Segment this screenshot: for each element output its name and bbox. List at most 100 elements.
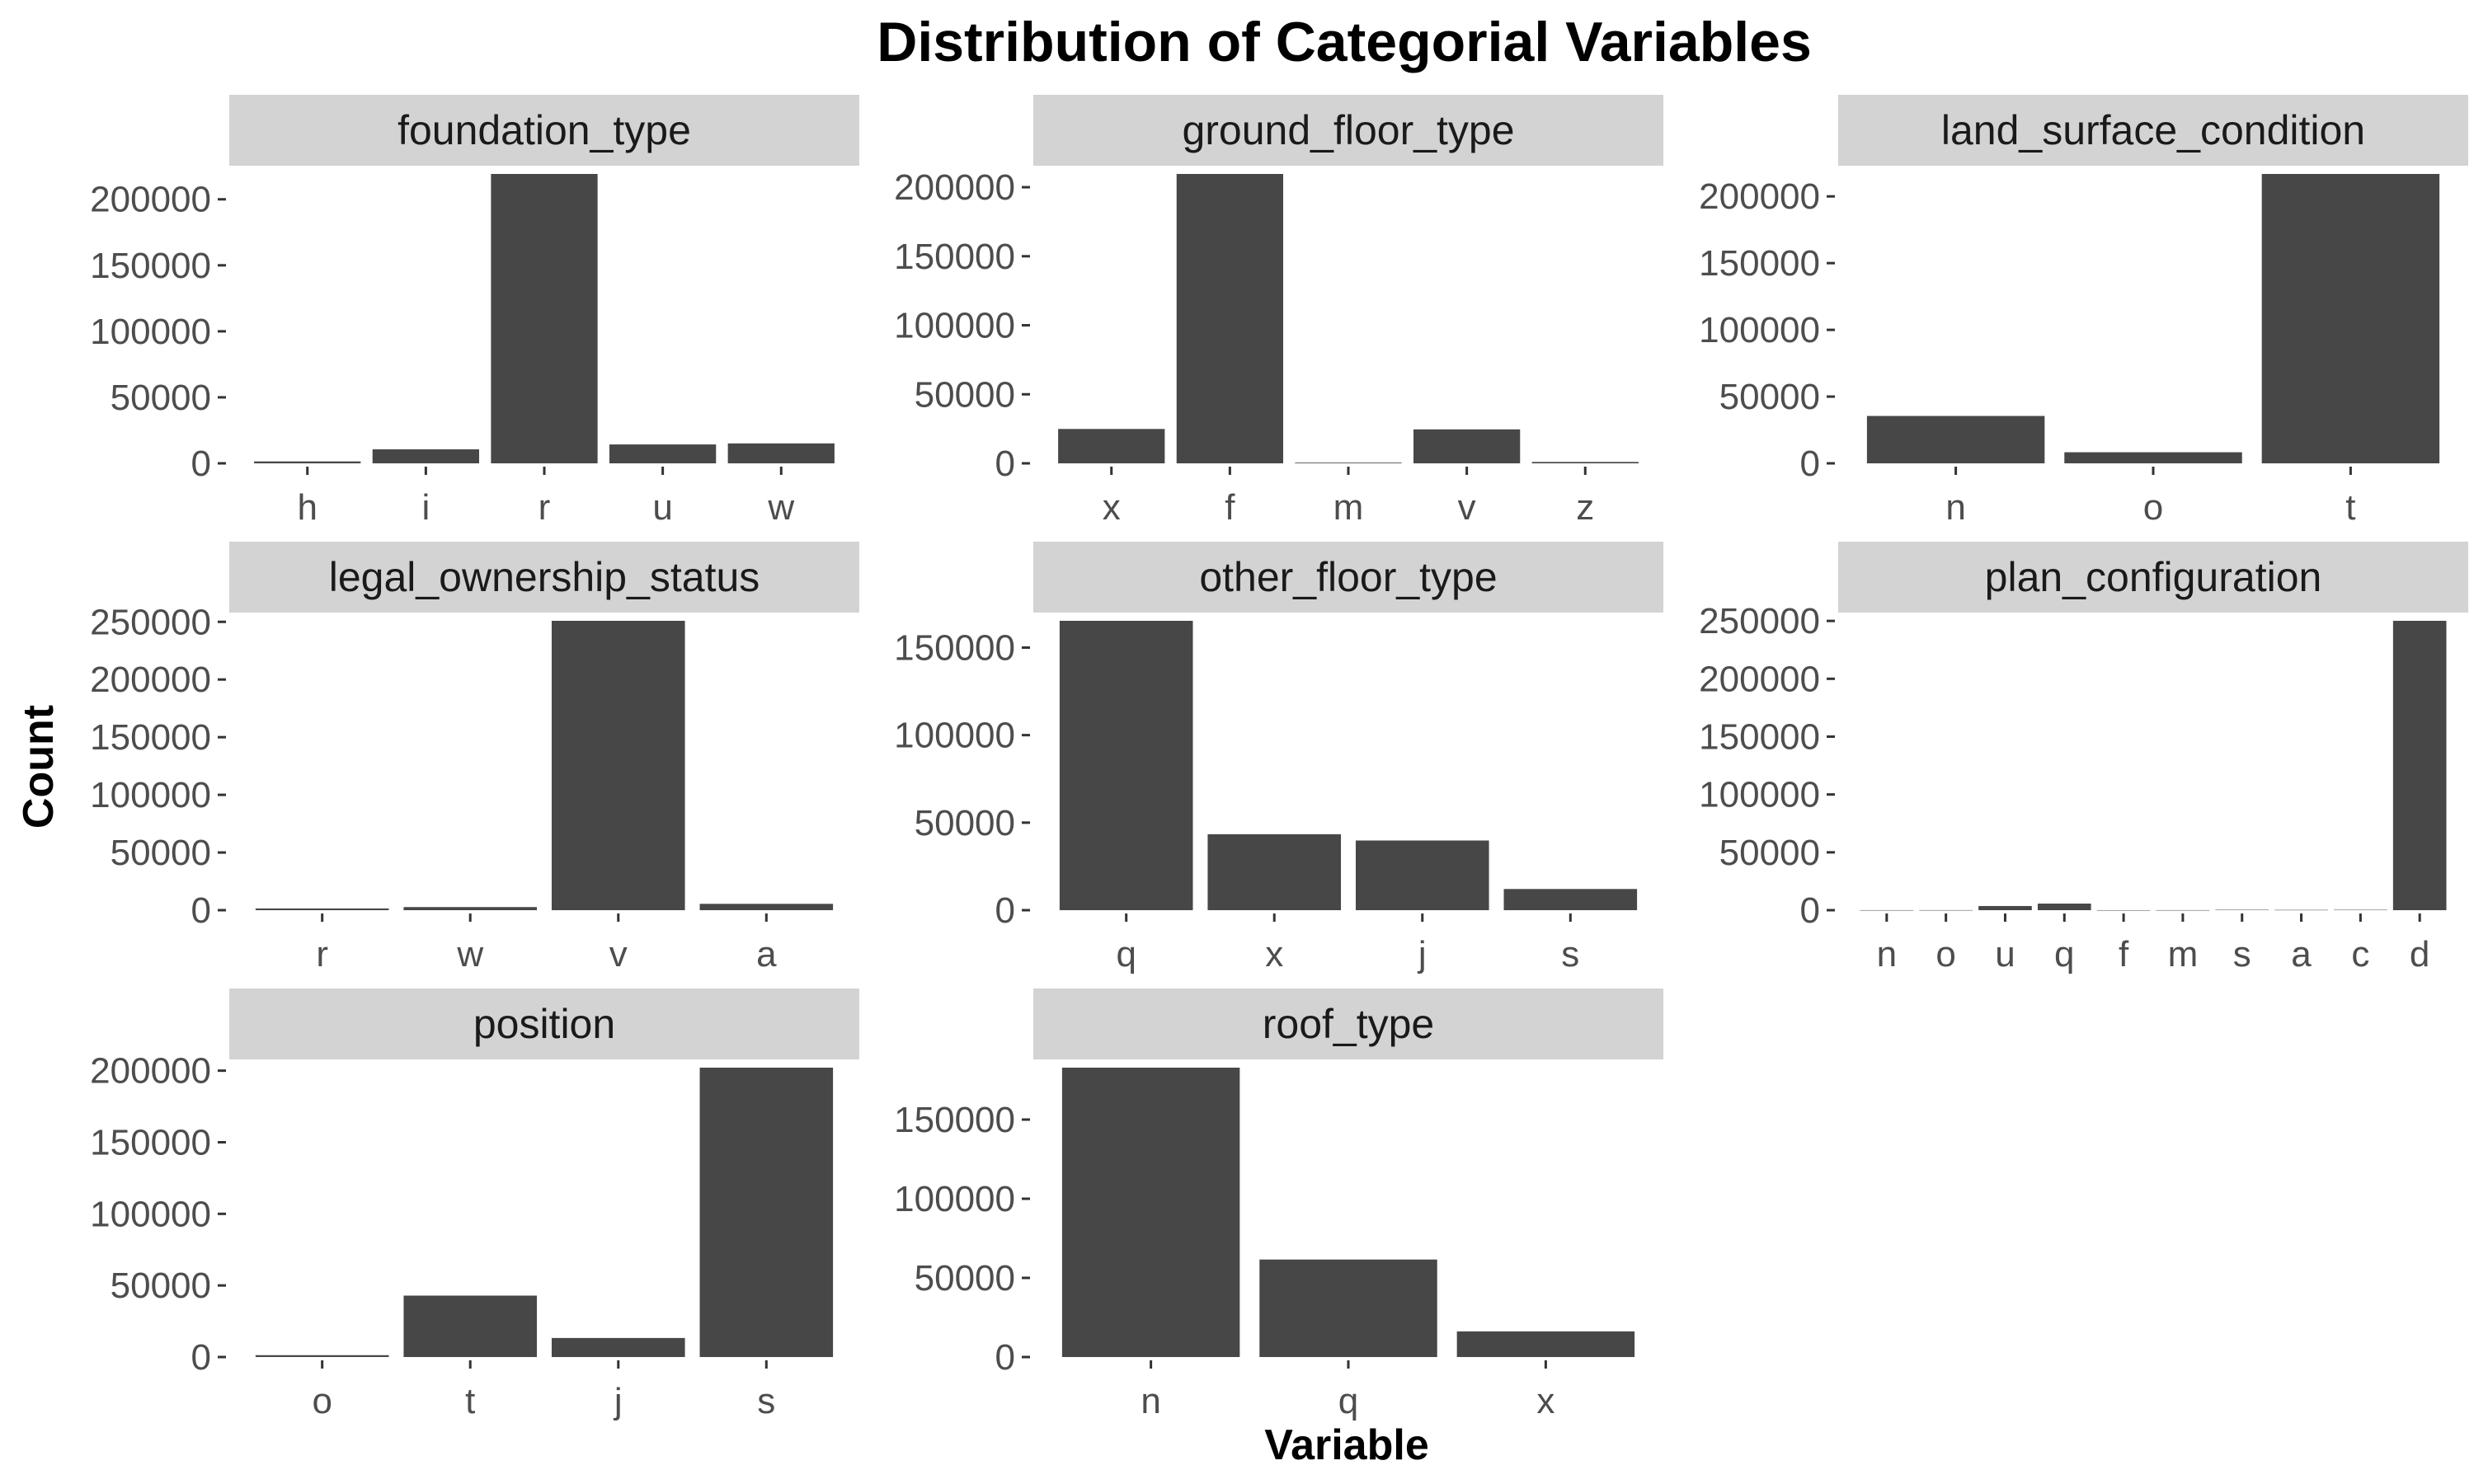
y-tick-label: 150000 (90, 1122, 211, 1162)
bar-legal_ownership_status-a (699, 904, 834, 910)
y-tick-label: 50000 (111, 1266, 211, 1306)
facet-strip (1033, 95, 1663, 166)
facet-panel-legal_ownership_status: legal_ownership_status 0 50000 100000 150000… (90, 542, 859, 974)
x-tick-label: m (1333, 487, 1364, 528)
facet-strip-label: ground_floor_type (1182, 107, 1514, 153)
y-tick-label: 50000 (111, 378, 211, 418)
y-tick-label: 100000 (90, 1194, 211, 1234)
y-tick-label: 50000 (915, 803, 1015, 843)
x-tick-label: x (1265, 934, 1283, 974)
x-tick-label: n (1877, 934, 1897, 974)
bar-other_floor_type-j (1355, 840, 1489, 910)
x-tick-label: j (1417, 934, 1427, 974)
x-axis-title: Variable (1264, 1421, 1428, 1469)
y-tick-label: 250000 (90, 602, 211, 642)
y-tick-label: 200000 (90, 660, 211, 700)
y-axis-title: Count (15, 705, 63, 829)
y-tick-label: 0 (1800, 444, 1820, 484)
y-tick-label: 150000 (1699, 716, 1820, 757)
bar-position-j (551, 1337, 685, 1357)
y-tick-label: 150000 (894, 1100, 1015, 1140)
bar-roof_type-x (1456, 1331, 1635, 1357)
y-tick-label: 100000 (894, 716, 1015, 756)
y-tick-label: 0 (191, 890, 211, 931)
facet-panel-other_floor_type: other_floor_type 0 50000 100000 150000 q x j s (894, 542, 1663, 974)
y-tick-label: 100000 (1699, 310, 1820, 350)
x-tick-label: a (2291, 934, 2312, 974)
bar-legal_ownership_status-v (551, 621, 685, 910)
y-tick-label: 100000 (90, 312, 211, 352)
y-tick-label: 150000 (90, 246, 211, 286)
x-tick-label: s (1561, 934, 1579, 974)
facet-strip-label: roof_type (1263, 1001, 1434, 1047)
chart-title: Distribution of Categorial Variables (877, 11, 1812, 73)
x-tick-label: h (297, 487, 317, 528)
facet-strip (1838, 95, 2468, 166)
bar-plan_configuration-o (1919, 909, 1973, 911)
facet-strip-label: plan_configuration (1985, 554, 2322, 600)
x-tick-label: q (1338, 1381, 1358, 1421)
bar-foundation_type-w (727, 443, 835, 463)
y-tick-label: 100000 (1699, 775, 1820, 815)
bar-foundation_type-i (372, 449, 480, 463)
facet-strip-label: other_floor_type (1199, 554, 1497, 600)
x-tick-label: o (312, 1381, 332, 1421)
y-tick-label: 150000 (90, 717, 211, 758)
bar-other_floor_type-x (1207, 834, 1342, 910)
facet-panel-land_surface_condition: land_surface_condition 0 50000 100000 150000… (1699, 95, 2468, 528)
x-tick-label: j (613, 1381, 623, 1421)
y-tick-label: 0 (191, 444, 211, 484)
bar-plan_configuration-u (1978, 905, 2032, 910)
y-tick-label: 150000 (1699, 243, 1820, 284)
x-tick-label: f (2119, 934, 2129, 974)
x-tick-label: n (1945, 487, 1965, 528)
bar-foundation_type-r (491, 174, 598, 463)
bar-plan_configuration-a (2274, 909, 2328, 911)
facet-strip-label: legal_ownership_status (329, 554, 760, 600)
bar-legal_ownership_status-w (403, 907, 538, 910)
x-tick-label: o (2143, 487, 2163, 528)
bar-land_surface_condition-n (1866, 416, 2045, 463)
x-tick-label: v (1458, 487, 1476, 528)
bar-plan_configuration-n (1860, 909, 1914, 911)
facet-strip (1838, 542, 2468, 613)
bar-other_floor_type-q (1059, 621, 1193, 910)
facet-strip (229, 95, 859, 166)
facet-strip (1033, 989, 1663, 1059)
y-tick-label: 200000 (90, 180, 211, 220)
y-tick-label: 250000 (1699, 601, 1820, 641)
x-tick-label: r (316, 934, 328, 974)
facet-panel-roof_type: roof_type 0 50000 100000 150000 n q x (894, 989, 1663, 1421)
y-tick-label: 0 (1800, 890, 1820, 931)
x-tick-label: d (2410, 934, 2429, 974)
bar-plan_configuration-q (2037, 904, 2091, 910)
x-tick-label: u (1995, 934, 2015, 974)
x-tick-label: c (2351, 934, 2369, 974)
x-tick-label: q (2054, 934, 2074, 974)
facet-panel-ground_floor_type: ground_floor_type 0 50000 100000 150000 20000… (894, 95, 1663, 528)
x-tick-label: a (756, 934, 777, 974)
bar-plan_configuration-m (2156, 909, 2210, 911)
facet-strip-label: land_surface_condition (1941, 107, 2365, 153)
x-tick-label: m (2168, 934, 2199, 974)
bar-land_surface_condition-o (2064, 452, 2242, 463)
y-tick-label: 100000 (894, 306, 1015, 346)
bar-position-t (403, 1295, 538, 1357)
y-tick-label: 50000 (1719, 833, 1820, 873)
x-tick-label: s (2233, 934, 2251, 974)
bar-legal_ownership_status-r (255, 908, 389, 910)
x-tick-label: u (652, 487, 672, 528)
x-tick-label: w (456, 934, 483, 974)
facet-panel-foundation_type: foundation_type 0 50000 100000 150000 200000 h… (90, 95, 859, 528)
bar-other_floor_type-s (1503, 889, 1638, 910)
y-tick-label: 150000 (894, 627, 1015, 668)
facet-strip (1033, 542, 1663, 613)
y-tick-label: 100000 (894, 1179, 1015, 1219)
bar-ground_floor_type-z (1531, 462, 1639, 463)
y-tick-label: 50000 (1719, 377, 1820, 417)
y-tick-label: 50000 (915, 1258, 1015, 1298)
x-tick-label: x (1536, 1381, 1554, 1421)
y-tick-label: 50000 (915, 374, 1015, 415)
bar-plan_configuration-d (2392, 621, 2447, 910)
y-tick-label: 200000 (90, 1051, 211, 1092)
